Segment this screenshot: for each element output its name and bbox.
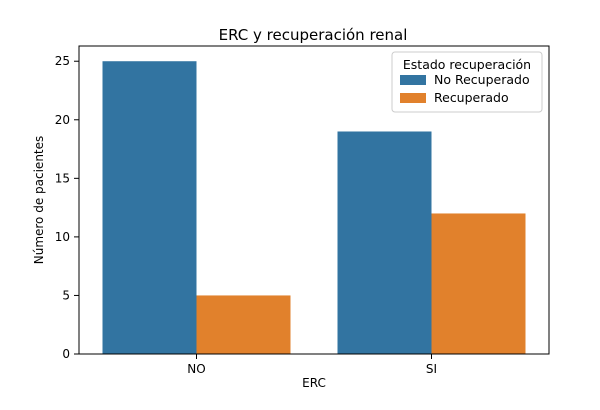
legend-entry-recuperado: Recuperado: [434, 90, 509, 105]
y-axis: 0 5 10 15 20 25: [55, 54, 79, 361]
bar-no-recuperado-si: [337, 131, 432, 354]
x-tick-label: SI: [426, 362, 437, 376]
legend-box: [391, 51, 543, 113]
y-tick-label: 5: [62, 288, 70, 302]
x-axis-label: ERC: [302, 376, 326, 390]
chart-title: ERC y recuperación renal: [219, 26, 408, 44]
legend-swatch-recuperado: [400, 93, 426, 103]
legend-title: Estado recuperación: [403, 57, 531, 72]
bar-no-recuperado-no: [102, 61, 197, 354]
y-tick-label: 10: [55, 230, 70, 244]
legend: Estado recuperación No Recuperado Recupe…: [391, 51, 543, 113]
bar-recuperado-si: [431, 213, 526, 354]
legend-entry-no-recuperado: No Recuperado: [434, 72, 530, 87]
y-tick-label: 20: [55, 113, 70, 127]
y-axis-label: Número de pacientes: [32, 136, 46, 265]
x-tick-label: NO: [187, 362, 205, 376]
legend-swatch-no-recuperado: [400, 75, 426, 85]
y-tick-label: 25: [55, 54, 70, 68]
plot-frame: [78, 45, 550, 355]
x-axis: NO SI: [187, 354, 437, 376]
bar-recuperado-no: [196, 295, 291, 354]
y-tick-label: 0: [62, 347, 70, 361]
bars-group: [102, 61, 526, 354]
y-tick-label: 15: [55, 171, 70, 185]
